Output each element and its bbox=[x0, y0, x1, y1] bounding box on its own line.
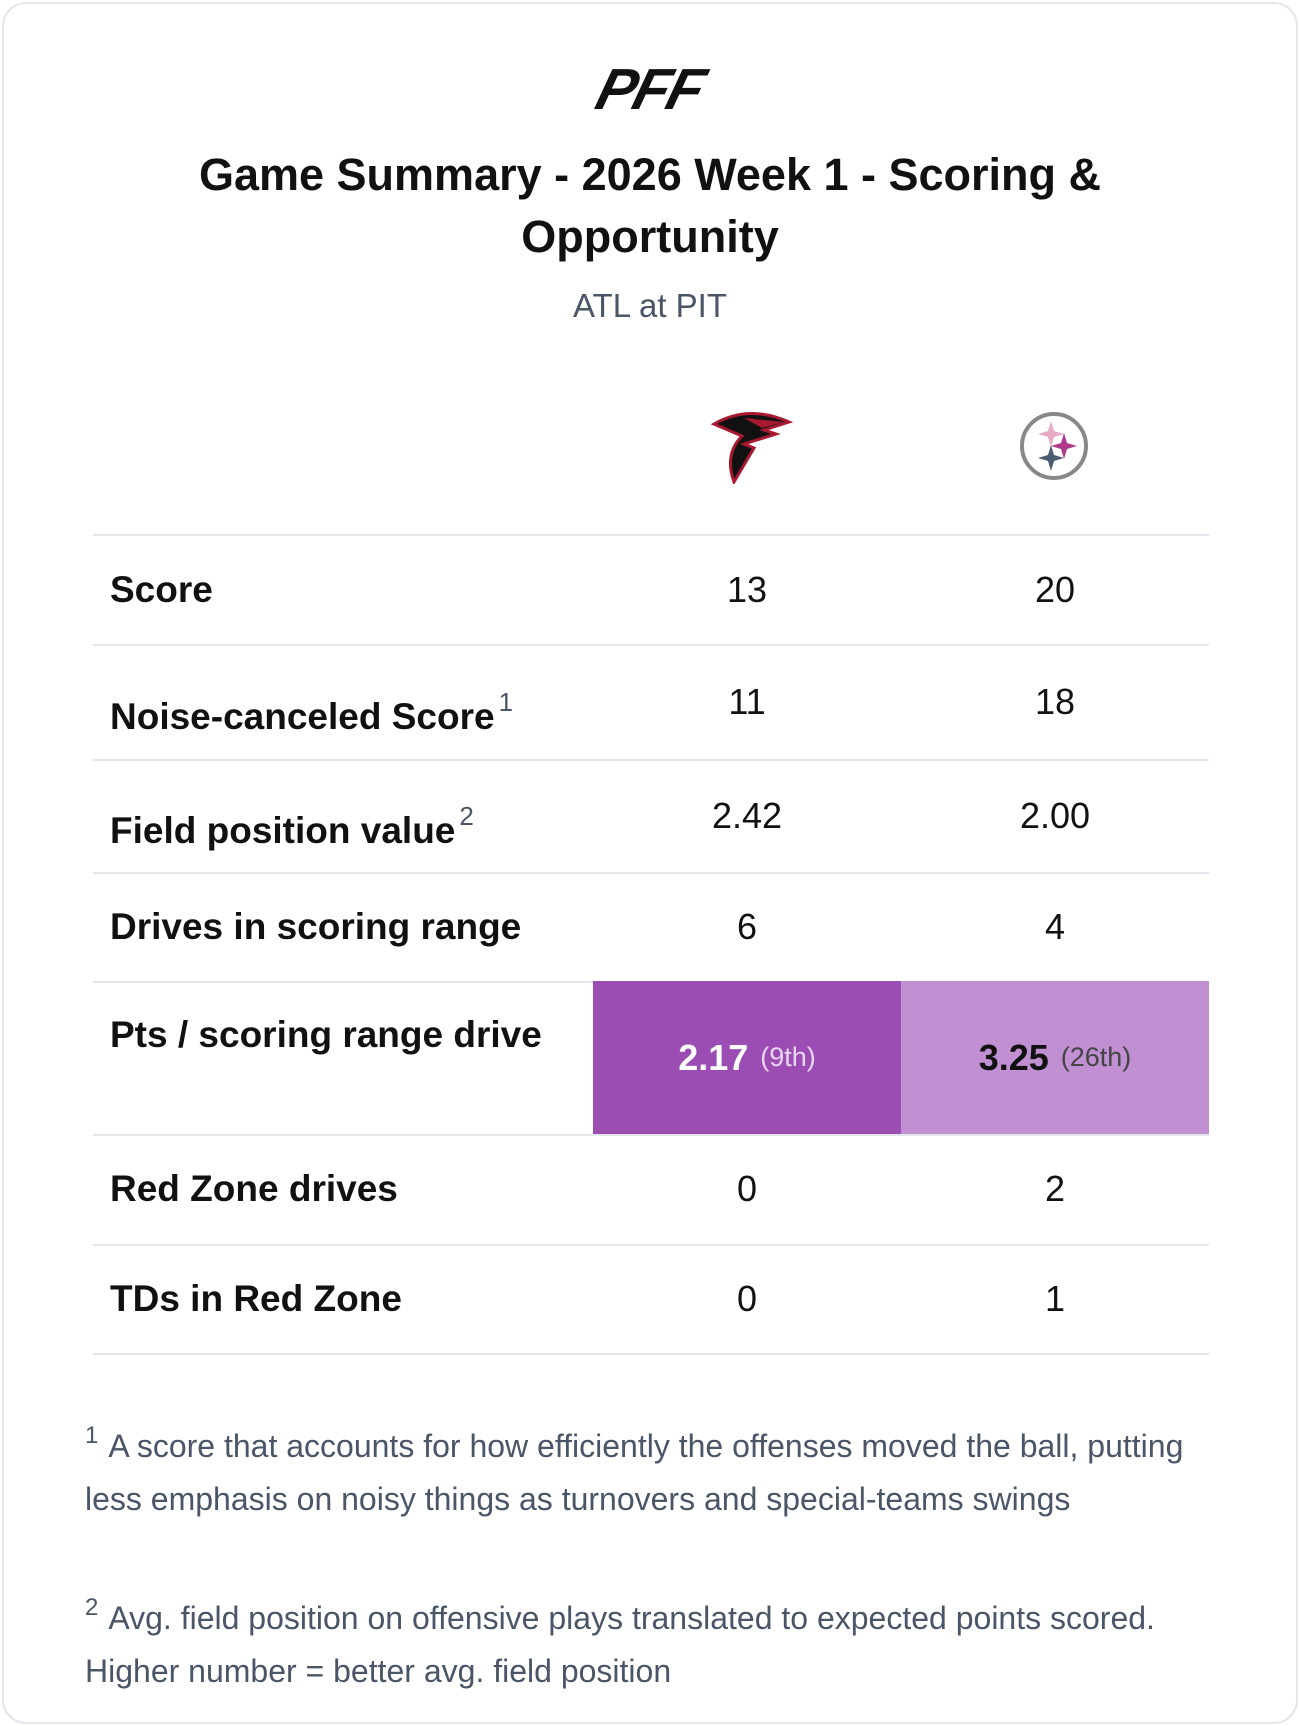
value: 1 bbox=[1044, 1277, 1066, 1319]
value: 4 bbox=[1044, 905, 1066, 947]
label-text: TDs in Red Zone bbox=[110, 1277, 402, 1319]
footnote-text: Avg. field position on offensive plays t… bbox=[85, 1600, 1155, 1689]
table-row: Field position value 2 2.42 2.00 bbox=[93, 759, 1209, 874]
value: 3.25 bbox=[978, 1036, 1049, 1078]
row-label: Pts / scoring range drive bbox=[110, 1012, 580, 1058]
value: 2.17 bbox=[678, 1036, 749, 1078]
value-cell: 13 bbox=[593, 536, 901, 644]
value-cell: 1 bbox=[901, 1244, 1209, 1353]
value-cell: 0 bbox=[593, 1244, 901, 1353]
row-label: TDs in Red Zone bbox=[110, 1276, 580, 1322]
value-cell: 2.42 bbox=[593, 759, 901, 872]
footnote-ref: 1 bbox=[498, 686, 514, 717]
value-cell: 0 bbox=[593, 1134, 901, 1244]
value-cell: 3.25 (26th) bbox=[901, 981, 1209, 1134]
row-label: Field position value 2 bbox=[110, 793, 580, 854]
value: 0 bbox=[736, 1168, 758, 1209]
value-cell: 11 bbox=[593, 644, 901, 759]
value-cell: 2.17 (9th) bbox=[593, 981, 901, 1134]
footnote-text: A score that accounts for how efficientl… bbox=[85, 1428, 1184, 1517]
value-cell: 6 bbox=[593, 872, 901, 981]
table-row: Noise-canceled Score 1 11 18 bbox=[93, 644, 1209, 761]
subtitle: ATL at PIT bbox=[572, 287, 728, 324]
table-top-rule bbox=[93, 534, 1209, 536]
footnote-marker: 1 bbox=[85, 1422, 99, 1449]
steelers-logo bbox=[1020, 412, 1088, 480]
row-label: Drives in scoring range bbox=[110, 904, 580, 950]
table-row: TDs in Red Zone 0 1 bbox=[93, 1244, 1209, 1355]
value: 20 bbox=[1034, 569, 1076, 610]
table-row: Red Zone drives 0 2 bbox=[93, 1134, 1209, 1246]
row-label: Score bbox=[110, 567, 580, 613]
value-cell: 18 bbox=[901, 644, 1209, 759]
label-text: Drives in scoring range bbox=[110, 905, 522, 947]
value-cell: 2.00 bbox=[901, 759, 1209, 872]
value-cell: 2 bbox=[901, 1134, 1209, 1244]
label-text: Pts / scoring range drive bbox=[110, 1013, 542, 1055]
rank: (26th) bbox=[1060, 1042, 1132, 1072]
table-row: Drives in scoring range 6 4 bbox=[93, 872, 1209, 983]
footnote: 2 Avg. field position on offensive plays … bbox=[85, 1581, 1215, 1698]
table-row: Pts / scoring range drive 2.17 (9th) 3.25 (2… bbox=[93, 981, 1209, 1136]
footnote-marker: 2 bbox=[85, 1594, 99, 1621]
value: 2.42 bbox=[711, 794, 783, 836]
value-cell: 20 bbox=[901, 536, 1209, 644]
falcons-logo bbox=[710, 412, 794, 484]
table-row: Score 13 20 bbox=[93, 536, 1209, 646]
value: 2.00 bbox=[1019, 794, 1091, 836]
row-label: Red Zone drives bbox=[110, 1166, 580, 1212]
label-text: Noise-canceled Score bbox=[110, 695, 495, 737]
value: 13 bbox=[726, 569, 768, 610]
value: 18 bbox=[1034, 680, 1076, 722]
value: 11 bbox=[728, 680, 766, 722]
row-label: Noise-canceled Score 1 bbox=[110, 679, 580, 740]
label-text: Field position value bbox=[110, 809, 456, 851]
value: 6 bbox=[736, 905, 758, 947]
label-text: Score bbox=[110, 569, 213, 610]
title: Game Summary - 2026 Week 1 - Scoring & O… bbox=[198, 149, 1102, 262]
rank: (9th) bbox=[760, 1042, 816, 1072]
value-cell: 4 bbox=[901, 872, 1209, 981]
label-text: Red Zone drives bbox=[110, 1168, 398, 1209]
value: 0 bbox=[736, 1277, 758, 1319]
footnote-ref: 2 bbox=[459, 800, 474, 831]
pff-logo: PFF bbox=[589, 57, 711, 122]
value: 2 bbox=[1044, 1168, 1066, 1209]
